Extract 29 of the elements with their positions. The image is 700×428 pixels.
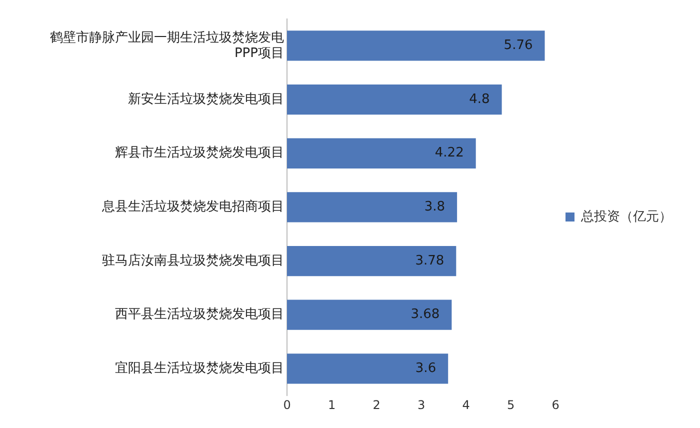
bar xyxy=(287,138,476,168)
x-tick-label: 3 xyxy=(417,398,426,412)
bar xyxy=(287,246,456,276)
data-label: 3.8 xyxy=(424,200,446,215)
y-tick-label: 息县生活垃圾焚烧发电招商项目 xyxy=(101,200,284,215)
data-label: 3.68 xyxy=(410,307,440,322)
bar xyxy=(287,354,448,384)
y-tick-label: 驻马店汝南县垃圾焚烧发电项目 xyxy=(102,252,284,268)
data-label: 4.22 xyxy=(434,146,464,161)
bar xyxy=(287,192,458,222)
data-label: 3.6 xyxy=(415,361,436,376)
data-label: 5.76 xyxy=(504,38,533,54)
legend-label: 总投资（亿元） xyxy=(580,209,672,224)
y-tick-label: 新安生活垃圾焚烧发电项目 xyxy=(128,90,284,107)
bar xyxy=(287,84,502,115)
x-tick-label: 0 xyxy=(283,398,291,412)
x-tick-label: 4 xyxy=(462,398,470,412)
x-tick-label: 2 xyxy=(372,398,380,412)
bar xyxy=(287,300,452,330)
x-tick-label: 6 xyxy=(552,398,560,412)
y-tick-label: 鹤壁市静脉产业园一期生活垃圾焚烧发电PPP项目 xyxy=(50,30,284,61)
x-tick-label: 1 xyxy=(328,398,336,412)
data-label: 3.78 xyxy=(415,253,444,268)
bar xyxy=(287,30,545,61)
y-tick-label: 辉县市生活垃圾焚烧发电项目 xyxy=(115,146,284,161)
x-tick-label: 5 xyxy=(506,398,515,412)
data-label: 4.8 xyxy=(469,92,490,107)
y-tick-label: 西平县生活垃圾焚烧发电项目 xyxy=(115,307,284,322)
y-tick-label: 宜阳县生活垃圾焚烧发电项目 xyxy=(115,360,284,376)
